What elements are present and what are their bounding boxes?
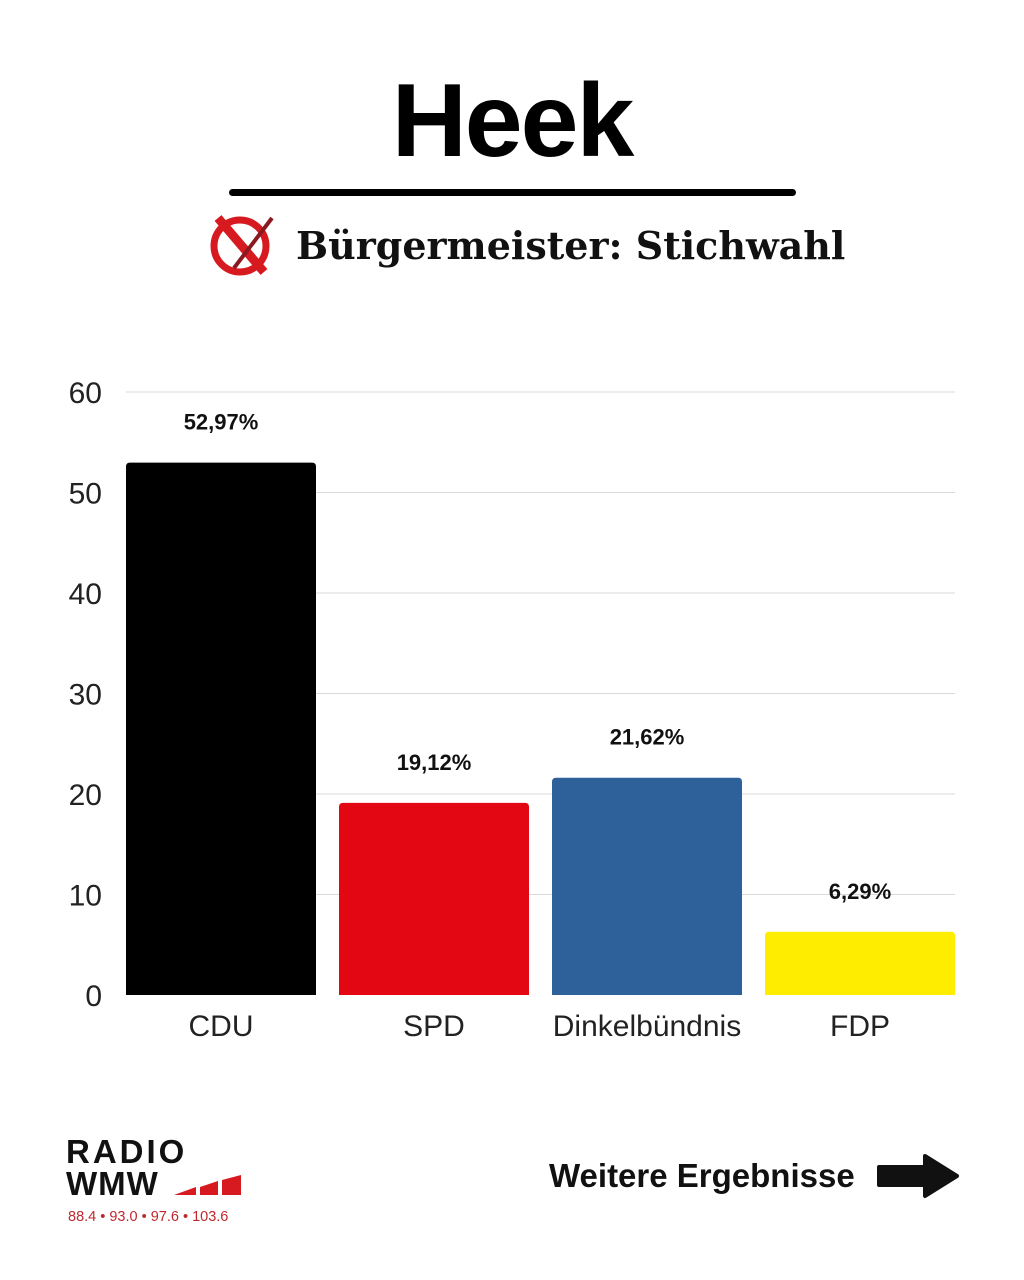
y-tick-label: 10 <box>69 880 102 913</box>
x-category-label: Dinkelbündnis <box>553 1010 741 1043</box>
title-divider <box>229 189 796 196</box>
logo-line1: RADIO <box>66 1135 187 1170</box>
bar-dinkelbündnis <box>552 777 742 995</box>
y-tick-label: 40 <box>69 578 102 611</box>
more-results-link[interactable]: Weitere Ergebnisse <box>549 1153 961 1199</box>
y-tick-label: 20 <box>69 779 102 812</box>
bar-cdu <box>126 462 316 995</box>
logo-line2: WMW <box>66 1165 159 1202</box>
bar-chart: 0 10 20 30 40 50 60 52,97% CDU 19,12% SPD 21,62% Din… <box>69 377 955 1043</box>
bar-spd <box>339 802 529 995</box>
data-label: 52,97% <box>184 410 259 435</box>
data-label: 6,29% <box>829 879 891 904</box>
y-tick-label: 30 <box>69 679 102 712</box>
y-tick-label: 50 <box>69 478 102 511</box>
arrow-right-icon <box>876 1154 959 1198</box>
ballot-cross-icon <box>210 215 274 276</box>
x-category-label: SPD <box>403 1010 465 1043</box>
bar-fdp <box>765 931 955 995</box>
logo-frequencies: 88.4 • 93.0 • 97.6 • 103.6 <box>68 1209 228 1225</box>
x-category-label: FDP <box>830 1010 890 1043</box>
more-results-label: Weitere Ergebnisse <box>549 1157 855 1194</box>
x-category-label: CDU <box>189 1010 254 1043</box>
subtitle: Bürgermeister: Stichwahl <box>296 222 846 268</box>
radio-wmw-logo: RADIO WMW 88.4 • 93.0 • 97.6 • 103.6 <box>66 1133 246 1230</box>
page-title: Heek <box>391 63 635 179</box>
data-label: 19,12% <box>397 750 472 775</box>
data-label: 21,62% <box>610 725 685 750</box>
y-tick-label: 0 <box>85 980 102 1013</box>
subtitle-row: Bürgermeister: Stichwahl <box>208 205 845 285</box>
y-tick-label: 60 <box>69 377 102 410</box>
